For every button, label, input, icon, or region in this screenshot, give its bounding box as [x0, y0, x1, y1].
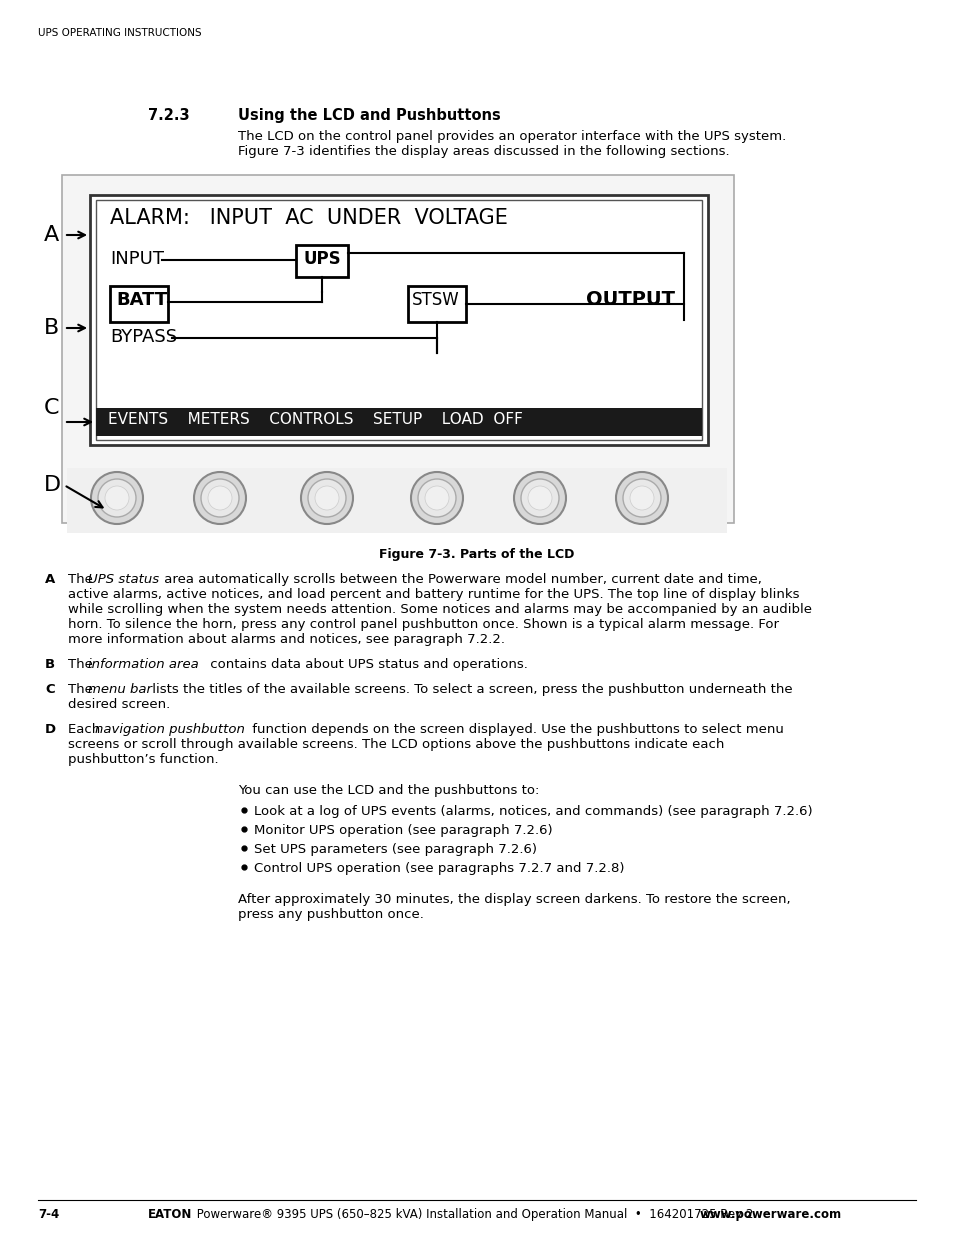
Text: C: C [45, 683, 54, 697]
Text: The: The [68, 573, 97, 585]
Bar [295, 245, 348, 277]
Text: Control UPS operation (see paragraphs 7.2.7 and 7.2.8): Control UPS operation (see paragraphs 7.… [253, 862, 624, 876]
Bar [110, 287, 168, 322]
Bar [96, 408, 701, 436]
Text: Figure 7-3 identifies the display areas discussed in the following sections.: Figure 7-3 identifies the display areas … [237, 144, 729, 158]
Text: 7.2.3: 7.2.3 [148, 107, 190, 124]
Text: After approximately 30 minutes, the display screen darkens. To restore the scree: After approximately 30 minutes, the disp… [237, 893, 790, 906]
Text: Monitor UPS operation (see paragraph 7.2.6): Monitor UPS operation (see paragraph 7.2… [253, 824, 552, 837]
Circle shape [308, 479, 346, 517]
Circle shape [301, 472, 353, 524]
Circle shape [424, 487, 449, 510]
Text: A: A [44, 225, 59, 245]
Text: B: B [45, 658, 55, 671]
Bar [90, 195, 707, 445]
Text: more information about alarms and notices, see paragraph 7.2.2.: more information about alarms and notice… [68, 634, 504, 646]
Text: function depends on the screen displayed. Use the pushbuttons to select menu: function depends on the screen displayed… [248, 722, 783, 736]
Text: BATT: BATT [116, 291, 167, 309]
Circle shape [193, 472, 246, 524]
Text: ALARM:   INPUT  AC  UNDER  VOLTAGE: ALARM: INPUT AC UNDER VOLTAGE [110, 207, 507, 228]
Text: The: The [68, 658, 97, 671]
Text: active alarms, active notices, and load percent and battery runtime for the UPS.: active alarms, active notices, and load … [68, 588, 799, 601]
Text: UPS: UPS [304, 249, 341, 268]
Text: Figure 7-3. Parts of the LCD: Figure 7-3. Parts of the LCD [379, 548, 574, 561]
Text: STSW: STSW [412, 291, 459, 309]
Text: The LCD on the control panel provides an operator interface with the UPS system.: The LCD on the control panel provides an… [237, 130, 785, 143]
Text: OUTPUT: OUTPUT [585, 290, 675, 309]
Text: 7-4: 7-4 [38, 1208, 59, 1221]
Circle shape [411, 472, 462, 524]
Bar [62, 175, 733, 522]
Bar [67, 468, 726, 534]
Text: information area: information area [88, 658, 198, 671]
Circle shape [514, 472, 565, 524]
Text: D: D [45, 722, 56, 736]
Bar [408, 287, 465, 322]
Circle shape [417, 479, 456, 517]
Text: UPS status: UPS status [88, 573, 159, 585]
Circle shape [208, 487, 232, 510]
Text: Each: Each [68, 722, 105, 736]
Text: D: D [44, 475, 61, 495]
Text: menu bar: menu bar [88, 683, 152, 697]
Text: while scrolling when the system needs attention. Some notices and alarms may be : while scrolling when the system needs at… [68, 603, 811, 616]
Circle shape [91, 472, 143, 524]
Bar [96, 200, 701, 440]
Text: Set UPS parameters (see paragraph 7.2.6): Set UPS parameters (see paragraph 7.2.6) [253, 844, 537, 856]
Text: area automatically scrolls between the Powerware model number, current date and : area automatically scrolls between the P… [160, 573, 761, 585]
Text: pushbutton’s function.: pushbutton’s function. [68, 753, 218, 766]
Circle shape [527, 487, 552, 510]
Text: INPUT: INPUT [110, 249, 164, 268]
Circle shape [622, 479, 660, 517]
Text: contains data about UPS status and operations.: contains data about UPS status and opera… [206, 658, 527, 671]
Text: EVENTS    METERS    CONTROLS    SETUP    LOAD  OFF: EVENTS METERS CONTROLS SETUP LOAD OFF [108, 412, 522, 427]
Text: www.powerware.com: www.powerware.com [700, 1208, 841, 1221]
Text: horn. To silence the horn, press any control panel pushbutton once. Shown is a t: horn. To silence the horn, press any con… [68, 618, 779, 631]
Text: screens or scroll through available screens. The LCD options above the pushbutto: screens or scroll through available scre… [68, 739, 723, 751]
Circle shape [201, 479, 239, 517]
Circle shape [98, 479, 136, 517]
Text: C: C [44, 398, 59, 417]
Text: BYPASS: BYPASS [110, 329, 177, 346]
Text: press any pushbutton once.: press any pushbutton once. [237, 908, 423, 921]
Text: navigation pushbutton: navigation pushbutton [95, 722, 245, 736]
Text: EATON: EATON [148, 1208, 193, 1221]
Circle shape [616, 472, 667, 524]
Text: desired screen.: desired screen. [68, 698, 170, 711]
Text: Look at a log of UPS events (alarms, notices, and commands) (see paragraph 7.2.6: Look at a log of UPS events (alarms, not… [253, 805, 812, 818]
Text: B: B [44, 317, 59, 338]
Circle shape [520, 479, 558, 517]
Text: UPS OPERATING INSTRUCTIONS: UPS OPERATING INSTRUCTIONS [38, 28, 201, 38]
Text: The: The [68, 683, 97, 697]
Text: You can use the LCD and the pushbuttons to:: You can use the LCD and the pushbuttons … [237, 784, 538, 797]
Circle shape [105, 487, 129, 510]
Text: A: A [45, 573, 55, 585]
Circle shape [314, 487, 338, 510]
Text: Powerware® 9395 UPS (650–825 kVA) Installation and Operation Manual  •  16420172: Powerware® 9395 UPS (650–825 kVA) Instal… [193, 1208, 757, 1221]
Circle shape [629, 487, 654, 510]
Text: lists the titles of the available screens. To select a screen, press the pushbut: lists the titles of the available screen… [148, 683, 792, 697]
Text: Using the LCD and Pushbuttons: Using the LCD and Pushbuttons [237, 107, 500, 124]
